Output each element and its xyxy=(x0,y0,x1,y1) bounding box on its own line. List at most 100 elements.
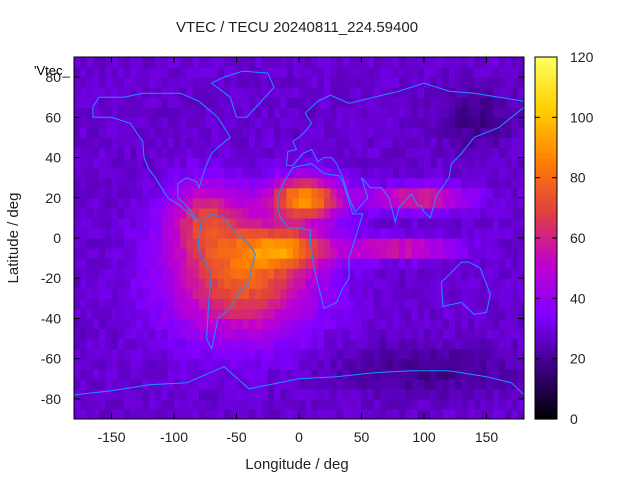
heatmap-cell xyxy=(317,207,325,219)
heatmap-cell xyxy=(417,117,425,128)
heatmap-cell xyxy=(330,288,338,299)
heatmap-cell xyxy=(249,348,256,360)
heatmap-cell xyxy=(299,227,306,239)
heatmap-cell xyxy=(436,358,444,370)
heatmap-cell xyxy=(455,328,463,340)
heatmap-cell xyxy=(436,107,444,118)
heatmap-cell xyxy=(149,197,156,209)
heatmap-cell xyxy=(224,348,231,360)
heatmap-cell xyxy=(149,238,156,249)
heatmap-cell xyxy=(480,87,488,98)
x-axis-title: Longitude / deg xyxy=(245,456,348,473)
heatmap-cell xyxy=(205,308,213,320)
heatmap-cell xyxy=(242,278,250,289)
heatmap-cell xyxy=(149,177,156,189)
heatmap-cell xyxy=(130,157,138,169)
heatmap-cell xyxy=(467,348,475,360)
heatmap-cell xyxy=(399,368,406,380)
heatmap-cell xyxy=(380,328,388,340)
heatmap-cell xyxy=(136,187,144,199)
heatmap-cell xyxy=(436,87,444,98)
heatmap-cell xyxy=(349,318,356,330)
heatmap-cell xyxy=(424,398,431,410)
heatmap-cell xyxy=(199,238,206,249)
heatmap-cell xyxy=(80,368,88,380)
heatmap-cell xyxy=(424,388,431,400)
heatmap-cell xyxy=(155,388,163,400)
heatmap-cell xyxy=(92,288,100,299)
heatmap-cell xyxy=(399,197,406,209)
coastline-africa xyxy=(277,163,364,310)
heatmap-cell xyxy=(324,197,331,209)
heatmap-cell xyxy=(392,57,400,68)
heatmap-cell xyxy=(236,258,244,269)
heatmap-cell xyxy=(499,107,506,118)
heatmap-cell xyxy=(80,258,88,269)
heatmap-cell xyxy=(99,408,106,419)
heatmap-cell xyxy=(286,227,294,239)
heatmap-cell xyxy=(430,278,438,289)
heatmap-cell xyxy=(511,197,519,209)
heatmap-cell xyxy=(492,57,500,68)
heatmap-cell xyxy=(130,288,138,299)
colorbar-cell xyxy=(535,406,557,412)
colorbar-cell xyxy=(535,354,557,360)
heatmap-cell xyxy=(442,207,450,219)
heatmap-cell xyxy=(161,97,169,108)
heatmap-cell xyxy=(474,107,481,118)
heatmap-cell xyxy=(199,77,206,88)
heatmap-cell xyxy=(336,227,344,239)
heatmap-cell xyxy=(480,177,488,189)
heatmap-cell xyxy=(399,107,406,118)
heatmap-cell xyxy=(230,117,238,128)
heatmap-cell xyxy=(399,217,406,229)
heatmap-cell xyxy=(180,368,188,380)
heatmap-cell xyxy=(399,207,406,219)
heatmap-cell xyxy=(361,107,369,118)
heatmap-cell xyxy=(486,408,494,419)
heatmap-cell xyxy=(99,308,106,320)
heatmap-cell xyxy=(417,227,425,239)
heatmap-cell xyxy=(317,157,325,169)
heatmap-cell xyxy=(474,338,481,350)
heatmap-cell xyxy=(249,117,256,128)
heatmap-cell xyxy=(205,67,213,78)
heatmap-cell xyxy=(299,147,306,159)
heatmap-cell xyxy=(186,408,194,419)
heatmap-cell xyxy=(255,177,263,189)
heatmap-cell xyxy=(149,358,156,370)
heatmap-cell xyxy=(267,388,275,400)
heatmap-cell xyxy=(280,318,288,330)
heatmap-cell xyxy=(511,328,519,340)
heatmap-cell xyxy=(211,87,219,98)
heatmap-cell xyxy=(180,278,188,289)
heatmap-cell xyxy=(236,398,244,410)
heatmap-cell xyxy=(192,57,200,68)
heatmap-cell xyxy=(199,167,206,179)
heatmap-cell xyxy=(361,227,369,239)
heatmap-cell xyxy=(199,298,206,309)
heatmap-cell xyxy=(449,77,456,88)
heatmap-cell xyxy=(367,187,375,199)
heatmap-cell xyxy=(217,298,225,309)
heatmap-cell xyxy=(86,87,94,98)
heatmap-cell xyxy=(511,388,519,400)
heatmap-cell xyxy=(330,67,338,78)
heatmap-cell xyxy=(124,87,131,98)
heatmap-cell xyxy=(142,378,150,390)
heatmap-cell xyxy=(211,227,219,239)
x-tick-label: 150 xyxy=(475,429,499,445)
heatmap-cell xyxy=(261,197,269,209)
heatmap-cell xyxy=(92,358,100,370)
heatmap-cell xyxy=(330,328,338,340)
heatmap-cell xyxy=(211,167,219,179)
heatmap-cell xyxy=(349,348,356,360)
heatmap-cell xyxy=(199,157,206,169)
heatmap-cell xyxy=(180,338,188,350)
heatmap-cell xyxy=(480,187,488,199)
heatmap-cell xyxy=(336,167,344,179)
heatmap-cell xyxy=(230,87,238,98)
heatmap-cell xyxy=(499,167,506,179)
heatmap-cell xyxy=(349,288,356,299)
heatmap-cell xyxy=(392,117,400,128)
